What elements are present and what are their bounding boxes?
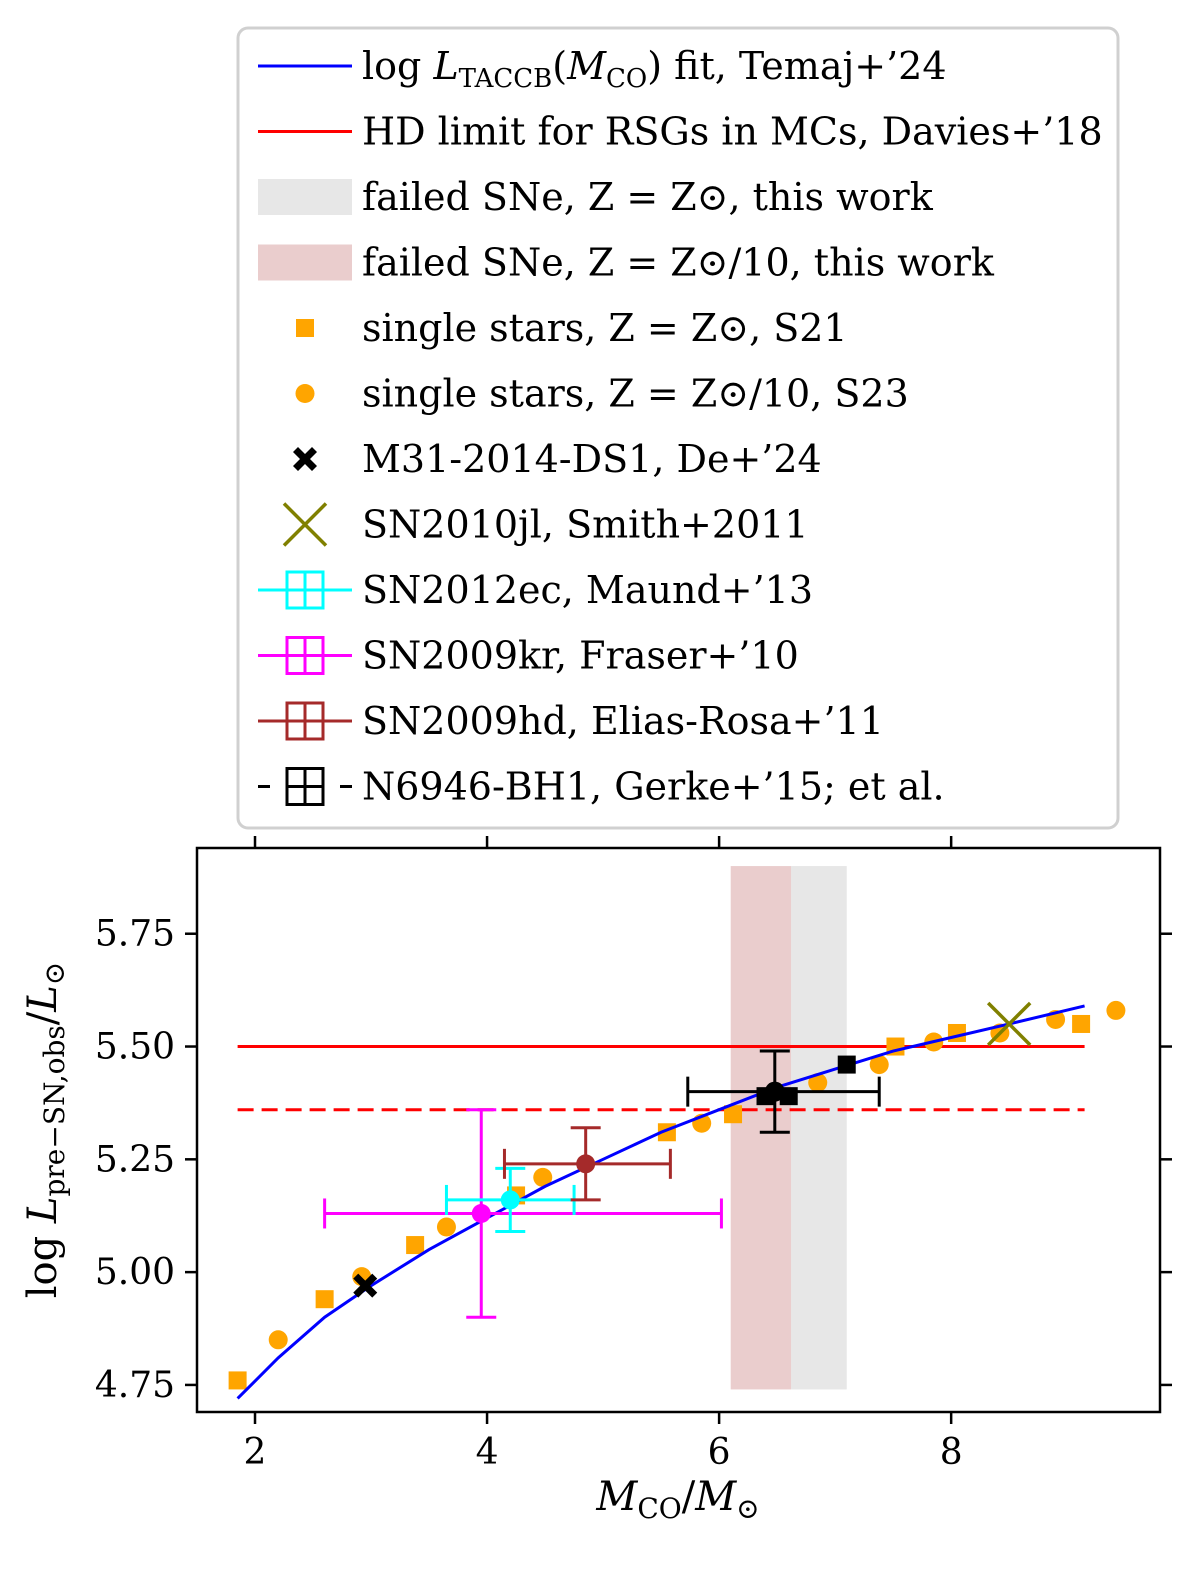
- sn2009hd-errorbar-marker: [576, 1154, 596, 1174]
- single-star-tenth-marker: [436, 1217, 456, 1237]
- legend-n6946-swatch: [258, 767, 352, 806]
- legend-item-sn2009hd: SN2009hd, Elias-Rosa+’11: [258, 699, 884, 743]
- y-tick-label: 5.00: [95, 1252, 175, 1293]
- legend-label: single stars, Z = Z⊙, S21: [362, 306, 848, 350]
- legend-item-sn2012ec: SN2012ec, Maund+’13: [258, 568, 813, 612]
- legend-item-sn2009kr: SN2009kr, Fraser+’10: [258, 634, 799, 678]
- legend-box: [236, 26, 1120, 830]
- y-tick-label: 5.25: [95, 1139, 175, 1180]
- x-tick-label: 2: [244, 1432, 267, 1473]
- legend-item-hd: HD limit for RSGs in MCs, Davies+’18: [258, 110, 1103, 154]
- x-axis-label: MCO/M⊙: [595, 1474, 759, 1525]
- legend-label: SN2009kr, Fraser+’10: [362, 634, 799, 678]
- legend-s23-swatch: [295, 384, 315, 403]
- legend-item-n6946: N6946-BH1, Gerke+’15; et al.: [258, 765, 945, 809]
- sn2010jl-marker: [986, 1001, 1032, 1047]
- axes: 2 4 6 8 4.75 5.00 5.25 5.50 5.75 MCO/M⊙ log Lpre−S…: [20, 836, 1172, 1525]
- sn2009hd-errorbar: [502, 1126, 672, 1202]
- legend-item-sn2010jl: SN2010jl, Smith+2011: [282, 502, 809, 547]
- legend-fail-tenth-swatch: [258, 244, 352, 281]
- legend-fail-sun-swatch: [258, 179, 352, 215]
- legend-item-fail_tenth: failed SNe, Z = Z⊙/10, this work: [258, 241, 995, 285]
- sn2012ec-errorbar-marker: [500, 1190, 520, 1210]
- sn2009kr-errorbar-marker: [471, 1203, 491, 1223]
- legend-label: M31-2014-DS1, De+’24: [362, 437, 822, 481]
- legend-label: SN2010jl, Smith+2011: [362, 503, 809, 547]
- legend-sn2009hd-swatch: [258, 701, 352, 741]
- legend-item-m31: M31-2014-DS1, De+’24: [293, 437, 822, 481]
- x-tick-label: 4: [476, 1432, 499, 1473]
- y-axis-label: log Lpre−SN,obs/L⊙: [20, 962, 71, 1299]
- failed-sne-tenth-band: [730, 866, 792, 1390]
- legend-label: SN2009hd, Elias-Rosa+’11: [362, 699, 884, 743]
- y-tick-label: 5.75: [95, 914, 175, 955]
- single-star-sun-marker: [228, 1371, 247, 1390]
- y-tick-label: 5.50: [95, 1027, 175, 1068]
- legend-item-fit: log LTACCB(MCO) fit, Temaj+’24: [258, 44, 947, 94]
- single-star-tenth-marker: [808, 1073, 828, 1093]
- legend-sn2012ec-swatch: [258, 570, 352, 610]
- fit-curve: [236, 1004, 1085, 1400]
- legend: log LTACCB(MCO) fit, Temaj+’24 HD limit f…: [236, 26, 1120, 830]
- legend-label: failed SNe, Z = Z⊙/10, this work: [362, 241, 995, 285]
- legend-label: HD limit for RSGs in MCs, Davies+’18: [362, 110, 1103, 154]
- y-tick-label: 4.75: [95, 1365, 175, 1406]
- n6946-marker: [837, 1055, 856, 1074]
- plot-area: [228, 866, 1126, 1400]
- legend-label: SN2012ec, Maund+’13: [362, 568, 813, 612]
- single-star-sun-marker: [1072, 1014, 1091, 1033]
- legend-item-s23: single stars, Z = Z⊙/10, S23: [295, 372, 909, 416]
- x-tick-label: 8: [940, 1432, 963, 1473]
- single-star-tenth-marker: [268, 1330, 288, 1350]
- legend-s21-swatch: [296, 319, 314, 337]
- legend-item-fail_sun: failed SNe, Z = Z⊙, this work: [258, 175, 934, 219]
- legend-sn2010jl-swatch: [282, 502, 328, 547]
- legend-sn2009kr-swatch: [258, 636, 352, 675]
- single-star-sun-marker: [724, 1105, 743, 1124]
- m31-marker: [353, 1273, 378, 1298]
- single-star-sun-marker: [406, 1236, 425, 1255]
- single-star-sun-marker: [315, 1290, 334, 1309]
- legend-label: failed SNe, Z = Z⊙, this work: [362, 175, 934, 219]
- single-star-tenth-marker: [533, 1167, 553, 1187]
- legend-m31-swatch: [293, 447, 317, 471]
- legend-label: single stars, Z = Z⊙/10, S23: [362, 372, 909, 416]
- plot-frame: [195, 846, 1162, 1414]
- n6946-marker: [779, 1087, 798, 1106]
- single-star-sun-marker: [947, 1023, 966, 1042]
- failed-sne-sun-band: [791, 866, 847, 1390]
- single-star-tenth-marker: [869, 1055, 889, 1075]
- legend-item-s21: single stars, Z = Z⊙, S21: [296, 306, 848, 350]
- x-tick-label: 6: [708, 1432, 731, 1473]
- single-star-tenth-marker: [1106, 1000, 1126, 1020]
- legend-label: log LTACCB(MCO) fit, Temaj+’24: [362, 44, 947, 94]
- legend-label: N6946-BH1, Gerke+’15; et al.: [362, 765, 945, 809]
